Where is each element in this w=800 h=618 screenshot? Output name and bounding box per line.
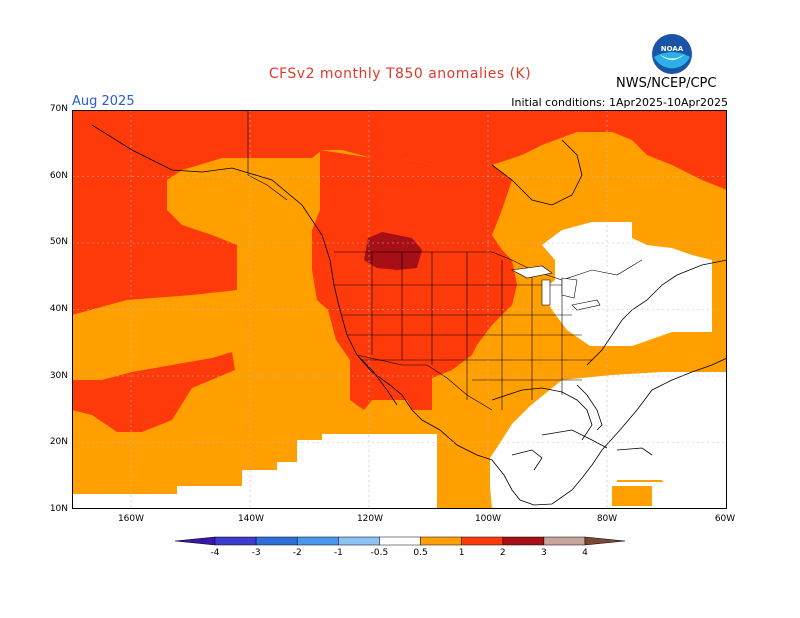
anomaly-region-1-2-hawaii — [72, 352, 235, 432]
coastline-baja — [356, 354, 398, 406]
colorbar-tick-label: 1 — [458, 548, 465, 558]
lat-label-50n: 50N — [49, 237, 68, 247]
coastline-north-america — [91, 124, 727, 506]
anomaly-map — [72, 110, 727, 509]
initial-conditions-label: Initial conditions: 1Apr2025-10Apr2025 — [511, 96, 728, 109]
coastline-yucatan — [511, 449, 543, 471]
near-normal-region-sw-pacific — [72, 434, 437, 509]
lon-label-140w: 140W — [237, 514, 265, 524]
anomaly-region-1-2-western-us — [312, 150, 517, 410]
colorbar-tick-label: -4 — [210, 548, 220, 558]
colorbar-tick-label: -2 — [292, 548, 302, 558]
colorbar-tick-label: -0.5 — [370, 548, 389, 558]
colorbar-bin-high-arrow — [584, 536, 626, 546]
noaa-logo-icon: NOAA — [652, 34, 692, 74]
lon-label-80w: 80W — [596, 514, 618, 524]
lon-label-60w: 60W — [714, 514, 736, 524]
lon-label-120w: 120W — [356, 514, 384, 524]
lake-erie — [571, 299, 601, 311]
lake-michigan — [541, 279, 551, 306]
colorbar-bin — [420, 536, 462, 546]
lat-label-30n: 30N — [49, 371, 68, 381]
anomaly-region-1-2-arctic-alaska — [72, 110, 727, 315]
lat-label-70n: 70N — [49, 104, 68, 114]
lon-label-100w: 100W — [474, 514, 502, 524]
lat-label-20n: 20N — [49, 437, 68, 447]
colorbar-tick-label: 4 — [582, 548, 588, 558]
coastline-atlantic — [586, 259, 727, 366]
colorbar-bin — [296, 536, 339, 546]
lat-label-40n: 40N — [49, 304, 68, 314]
chart-title: CFSv2 monthly T850 anomalies (K) — [268, 66, 532, 82]
colorbar-bin-low-arrow — [174, 536, 216, 546]
valid-month-label: Aug 2025 — [72, 94, 135, 109]
colorbar-tick-label: 2 — [499, 548, 506, 558]
colorbar-bin — [461, 536, 504, 546]
colorbar-bin — [255, 536, 298, 546]
colorbar-tick-label: -3 — [251, 548, 261, 558]
border-us-mexico — [356, 354, 493, 411]
lake-huron — [561, 277, 578, 299]
coastline-cuba — [541, 429, 608, 449]
anomaly-region-2-3-montana — [364, 232, 422, 270]
lon-label-160w: 160W — [117, 514, 145, 524]
coastline-hudson-bay — [491, 139, 583, 206]
anomaly-patch-florida — [612, 486, 652, 506]
colorbar-bin — [338, 536, 380, 546]
near-normal-region-caribbean-gulf — [490, 372, 727, 509]
anomaly-region-1-2-arctic-east — [592, 110, 727, 190]
colorbar-bin — [214, 536, 257, 546]
border-alaska-canada — [247, 110, 288, 201]
colorbar-tick-label: 3 — [541, 548, 547, 558]
near-normal-region-northeast — [542, 222, 712, 346]
coastline-florida — [576, 384, 603, 431]
colorbar-bin — [379, 536, 421, 546]
coastline-hispaniola — [616, 447, 653, 456]
colorbar-bin — [502, 536, 545, 546]
svg-text:NOAA: NOAA — [661, 45, 684, 53]
coastline-gulf — [491, 387, 593, 441]
lake-superior — [511, 265, 553, 279]
colorbar-bin — [543, 536, 586, 546]
agency-label: NWS/NCEP/CPC — [616, 76, 717, 91]
lat-label-10n: 10N — [49, 504, 68, 514]
border-states-2 — [334, 284, 592, 381]
border-us-canada — [334, 251, 643, 281]
colorbar-tick-label: 0.5 — [413, 548, 428, 558]
colorbar-tick-label: -1 — [333, 548, 343, 558]
lat-label-60n: 60N — [49, 171, 68, 181]
